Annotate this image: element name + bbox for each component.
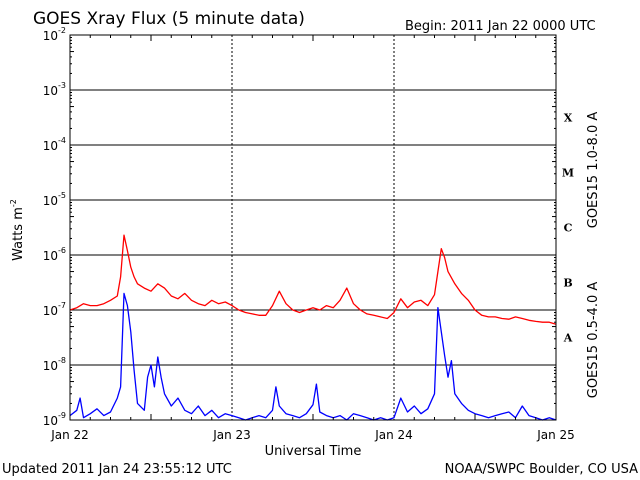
y-tick-exp: -3 bbox=[58, 81, 66, 90]
x-tick-label: Jan 23 bbox=[212, 428, 251, 442]
y-tick-label: 10-2 bbox=[43, 26, 66, 43]
y-tick-exp: -7 bbox=[58, 301, 66, 310]
y-tick-label: 10-3 bbox=[43, 81, 66, 98]
y-tick-exp: -8 bbox=[58, 356, 66, 365]
y-tick-exp: -6 bbox=[58, 246, 66, 255]
legend-long-channel: GOES15 1.0-8.0 A bbox=[586, 112, 601, 229]
y-tick-label: 10-8 bbox=[43, 356, 66, 373]
flare-class-a: A bbox=[563, 332, 573, 345]
y-tick-exp: -4 bbox=[58, 136, 66, 145]
y-axis-label-sup: -2 bbox=[9, 199, 18, 207]
y-tick-exp: -9 bbox=[58, 411, 66, 420]
y-tick-exp: -5 bbox=[58, 191, 66, 200]
y-axis-label: Watts m-2 bbox=[9, 199, 26, 261]
series-short-channel bbox=[69, 292, 557, 421]
x-axis-label: Universal Time bbox=[265, 444, 362, 459]
grid-lines bbox=[70, 35, 556, 420]
x-tick-label: Jan 25 bbox=[536, 428, 575, 442]
chart-title: GOES Xray Flux (5 minute data) bbox=[33, 9, 305, 29]
y-tick-base: 10 bbox=[43, 84, 58, 98]
flare-class-m: M bbox=[562, 167, 574, 180]
flare-class-x: X bbox=[564, 112, 573, 125]
series-long-channel bbox=[69, 234, 557, 325]
axes-layer: 10-910-810-710-610-510-410-310-2ABCMXJan… bbox=[43, 26, 575, 442]
series-layer bbox=[69, 234, 557, 421]
updated-label: Updated 2011 Jan 24 23:55:12 UTC bbox=[2, 462, 232, 477]
y-tick-label: 10-5 bbox=[43, 191, 66, 208]
y-tick-exp: -2 bbox=[58, 26, 66, 35]
y-tick-base: 10 bbox=[43, 29, 58, 43]
y-tick-base: 10 bbox=[43, 414, 58, 428]
x-tick-label: Jan 24 bbox=[374, 428, 413, 442]
y-tick-base: 10 bbox=[43, 359, 58, 373]
flare-class-c: C bbox=[564, 222, 573, 235]
flare-class-b: B bbox=[563, 277, 572, 290]
y-tick-label: 10-4 bbox=[43, 136, 66, 153]
x-tick-label: Jan 22 bbox=[50, 428, 89, 442]
y-tick-label: 10-7 bbox=[43, 301, 66, 318]
y-tick-label: 10-9 bbox=[43, 411, 66, 428]
y-tick-base: 10 bbox=[43, 194, 58, 208]
credit-label: NOAA/SWPC Boulder, CO USA bbox=[445, 462, 638, 477]
y-tick-base: 10 bbox=[43, 249, 58, 263]
y-tick-base: 10 bbox=[43, 139, 58, 153]
y-tick-base: 10 bbox=[43, 304, 58, 318]
y-axis-label-text: Watts m bbox=[11, 207, 26, 261]
plot-frame bbox=[69, 34, 557, 421]
begin-label: Begin: 2011 Jan 22 0000 UTC bbox=[405, 19, 596, 34]
legend-short-channel: GOES15 0.5-4.0 A bbox=[586, 282, 601, 399]
y-tick-label: 10-6 bbox=[43, 246, 66, 263]
